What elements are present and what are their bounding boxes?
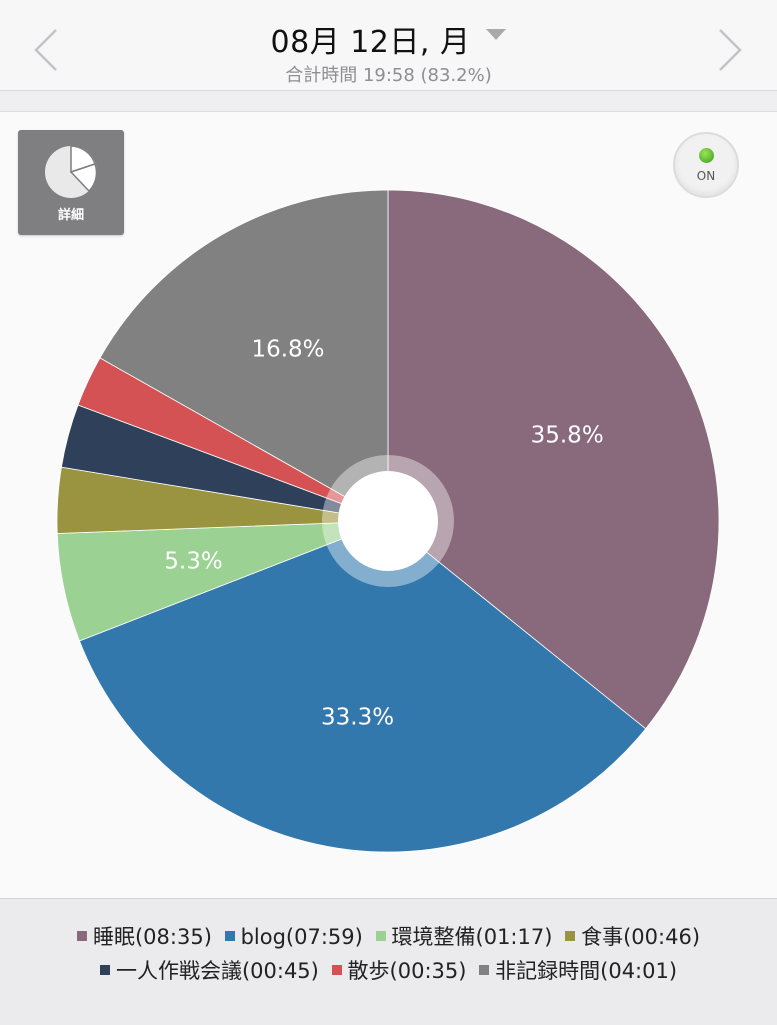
pie-slice-label: 16.8% xyxy=(251,336,324,362)
legend-item-meeting: 一人作戦会議(00:45) xyxy=(99,955,319,985)
legend-swatch xyxy=(565,931,576,941)
legend-label: 食事(00:46) xyxy=(581,925,701,949)
detail-button-label: 詳細 xyxy=(57,208,84,223)
pie-slice-1[interactable] xyxy=(78,520,647,853)
date-selector[interactable]: 08月 12日, 月 xyxy=(0,17,777,61)
header-divider xyxy=(0,91,777,112)
legend-label: 非記録時間(04:01) xyxy=(495,959,678,983)
dropdown-caret-icon[interactable] xyxy=(486,29,507,40)
legend-item-walk: 散歩(00:35) xyxy=(331,955,467,985)
date-header: 08月 12日, 月 合計時間 19:58 (83.2%) xyxy=(0,0,777,91)
pie-chart: 35.8% 33.3% 5.3% 16.8% xyxy=(56,189,720,853)
legend-row-1: 睡眠(08:35) blog(07:59) 環境整備(01:17) 食事(00:… xyxy=(0,921,777,951)
date-label: 08月 12日, 月 xyxy=(270,25,471,60)
pie-slice-label: 5.3% xyxy=(164,548,222,574)
legend-row-2: 一人作戦会議(00:45) 散歩(00:35) 非記録時間(04:01) xyxy=(0,955,777,985)
pie-slice-6[interactable] xyxy=(99,189,389,522)
legend-label: 一人作戦会議(00:45) xyxy=(115,959,319,983)
legend-swatch xyxy=(76,931,87,941)
chevron-left-icon[interactable] xyxy=(30,28,64,72)
legend-label: blog(07:59) xyxy=(240,925,363,949)
legend-item-blog: blog(07:59) xyxy=(224,925,363,949)
legend-label: 散歩(00:35) xyxy=(347,959,467,983)
legend-label: 睡眠(08:35) xyxy=(92,925,212,949)
legend-swatch xyxy=(375,931,386,941)
total-time-summary: 合計時間 19:58 (83.2%) xyxy=(285,65,492,86)
legend-swatch xyxy=(331,965,342,975)
legend-item-environment: 環境整備(01:17) xyxy=(375,921,553,951)
legend-label: 環境整備(01:17) xyxy=(391,925,553,949)
on-toggle[interactable]: ON xyxy=(673,132,739,198)
on-toggle-label: ON xyxy=(696,169,716,183)
pie-slice-label: 33.3% xyxy=(321,704,394,730)
detail-button[interactable]: 詳細 xyxy=(18,130,124,235)
legend-item-sleep: 睡眠(08:35) xyxy=(76,921,212,951)
legend-swatch xyxy=(224,931,235,941)
center-hole xyxy=(338,471,438,571)
pie-slice-label: 35.8% xyxy=(531,422,604,448)
legend-item-unrecorded: 非記録時間(04:01) xyxy=(479,955,677,985)
legend-swatch xyxy=(99,965,110,975)
status-led-icon xyxy=(699,148,714,163)
legend-item-meal: 食事(00:46) xyxy=(565,921,700,951)
chevron-right-icon[interactable] xyxy=(712,28,746,72)
pie-slice-0[interactable] xyxy=(387,189,720,730)
legend-swatch xyxy=(479,965,490,975)
pie-chart-icon xyxy=(45,145,98,198)
legend: 睡眠(08:35) blog(07:59) 環境整備(01:17) 食事(00:… xyxy=(0,898,777,1025)
